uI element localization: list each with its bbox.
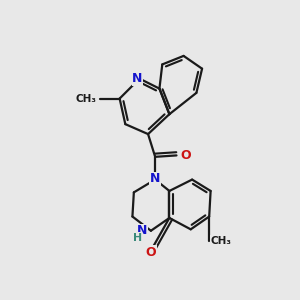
Text: CH₃: CH₃ (211, 236, 232, 246)
Text: N: N (132, 72, 142, 85)
Text: N: N (137, 224, 147, 237)
Text: N: N (150, 172, 160, 185)
Text: O: O (146, 246, 156, 259)
Text: O: O (180, 149, 191, 162)
Text: CH₃: CH₃ (75, 94, 96, 103)
Text: H: H (133, 233, 142, 243)
